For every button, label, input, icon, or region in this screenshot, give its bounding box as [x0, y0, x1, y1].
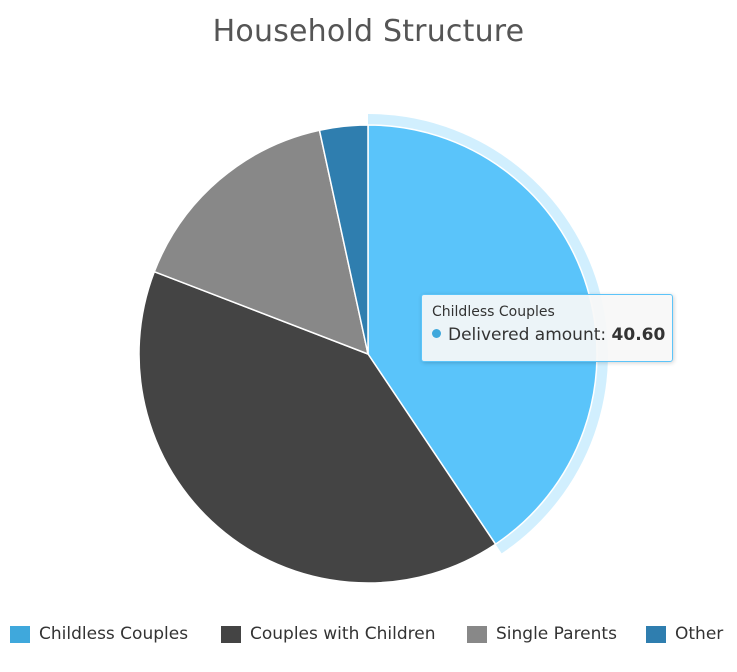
- legend-item-other[interactable]: Other: [646, 620, 723, 648]
- chart-title: Household Structure: [212, 14, 525, 49]
- pie-slice-single-parents[interactable]: [153, 129, 369, 355]
- legend-label: Other: [675, 624, 724, 644]
- legend-item-childless-couples[interactable]: Childless Couples: [10, 620, 188, 648]
- legend-item-couples-with-children[interactable]: Couples with Children: [221, 620, 435, 648]
- tooltip-series-name: Delivered amount: [448, 325, 601, 345]
- legend-swatch-icon: [221, 625, 241, 643]
- tooltip-body: Delivered amount: 40.60: [432, 324, 665, 346]
- legend-swatch-icon: [646, 625, 666, 643]
- legend-item-single-parents[interactable]: Single Parents: [467, 620, 617, 648]
- tooltip-value: 40.60: [611, 325, 666, 345]
- tooltip: Childless Couples Delivered amount: 40.6…: [421, 294, 673, 362]
- legend-swatch-icon: [467, 625, 487, 643]
- tooltip-separator: :: [600, 325, 612, 345]
- legend: Childless Couples Couples with Children …: [0, 620, 737, 650]
- pie-slice-couples-with-children[interactable]: [138, 270, 497, 584]
- pie-slice-other[interactable]: [318, 124, 369, 355]
- legend-label: Single Parents: [496, 624, 617, 644]
- tooltip-header: Childless Couples: [432, 304, 555, 320]
- legend-label: Couples with Children: [250, 624, 436, 644]
- tooltip-series-dot-icon: [432, 329, 441, 338]
- legend-label: Childless Couples: [39, 624, 189, 644]
- legend-swatch-icon: [10, 625, 30, 643]
